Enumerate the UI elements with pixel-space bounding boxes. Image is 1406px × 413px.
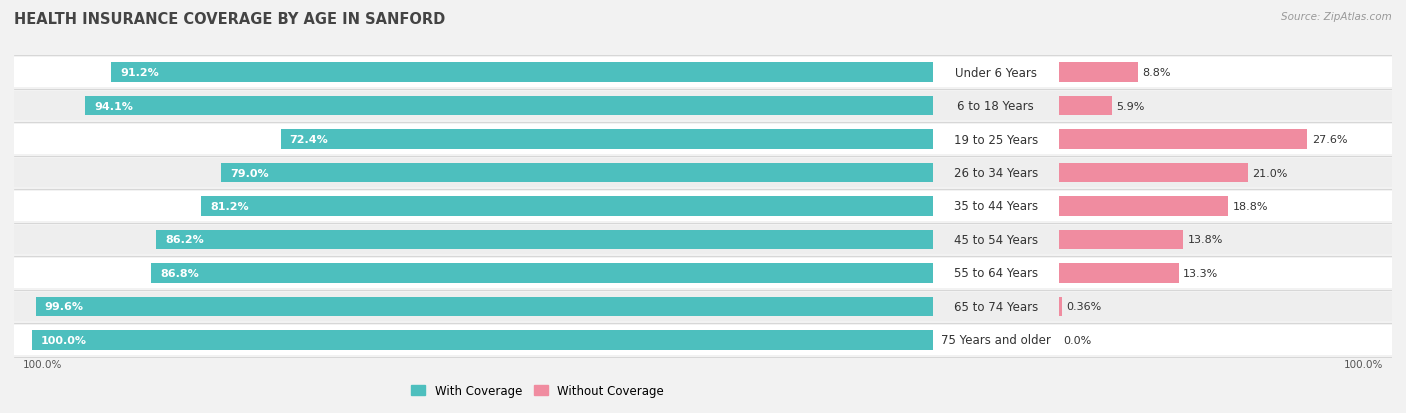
- Bar: [14, 192, 1392, 221]
- Text: 45 to 54 Years: 45 to 54 Years: [953, 233, 1038, 247]
- Bar: [221, 164, 932, 183]
- Bar: [111, 63, 932, 83]
- Bar: [14, 325, 1392, 355]
- Legend: With Coverage, Without Coverage: With Coverage, Without Coverage: [406, 379, 669, 401]
- Bar: [1059, 164, 1249, 183]
- Bar: [1059, 263, 1178, 283]
- Bar: [14, 125, 1392, 154]
- Text: 86.8%: 86.8%: [160, 268, 198, 278]
- Text: 99.6%: 99.6%: [45, 301, 84, 312]
- Text: Under 6 Years: Under 6 Years: [955, 66, 1036, 79]
- Text: 94.1%: 94.1%: [94, 101, 134, 112]
- Bar: [281, 130, 932, 150]
- Bar: [1059, 197, 1227, 216]
- Bar: [14, 225, 1392, 254]
- Bar: [201, 197, 932, 216]
- Bar: [86, 97, 932, 116]
- Text: 5.9%: 5.9%: [1116, 101, 1144, 112]
- Text: 72.4%: 72.4%: [290, 135, 329, 145]
- Text: 65 to 74 Years: 65 to 74 Years: [953, 300, 1038, 313]
- Text: 75 Years and older: 75 Years and older: [941, 334, 1050, 347]
- Text: 26 to 34 Years: 26 to 34 Years: [953, 166, 1038, 180]
- Text: 100.0%: 100.0%: [22, 359, 62, 369]
- Bar: [14, 92, 1392, 121]
- Bar: [14, 58, 1392, 88]
- Text: HEALTH INSURANCE COVERAGE BY AGE IN SANFORD: HEALTH INSURANCE COVERAGE BY AGE IN SANF…: [14, 12, 446, 27]
- Text: 0.36%: 0.36%: [1067, 301, 1102, 312]
- Text: 0.0%: 0.0%: [1063, 335, 1091, 345]
- Bar: [150, 263, 932, 283]
- Text: 21.0%: 21.0%: [1253, 168, 1288, 178]
- Text: 55 to 64 Years: 55 to 64 Years: [953, 267, 1038, 280]
- Text: 6 to 18 Years: 6 to 18 Years: [957, 100, 1033, 113]
- Text: 13.3%: 13.3%: [1182, 268, 1218, 278]
- Text: Source: ZipAtlas.com: Source: ZipAtlas.com: [1281, 12, 1392, 22]
- Text: 19 to 25 Years: 19 to 25 Years: [953, 133, 1038, 146]
- Bar: [156, 230, 932, 249]
- Bar: [1059, 297, 1062, 316]
- Text: 27.6%: 27.6%: [1312, 135, 1347, 145]
- Bar: [35, 297, 932, 316]
- Text: 100.0%: 100.0%: [41, 335, 87, 345]
- Bar: [14, 292, 1392, 321]
- Text: 35 to 44 Years: 35 to 44 Years: [953, 200, 1038, 213]
- Text: 13.8%: 13.8%: [1188, 235, 1223, 245]
- Text: 18.8%: 18.8%: [1233, 202, 1268, 211]
- Bar: [32, 330, 932, 350]
- Text: 79.0%: 79.0%: [231, 168, 269, 178]
- Text: 86.2%: 86.2%: [166, 235, 204, 245]
- Bar: [1059, 130, 1308, 150]
- Bar: [14, 159, 1392, 188]
- Text: 91.2%: 91.2%: [121, 68, 159, 78]
- Text: 100.0%: 100.0%: [1344, 359, 1384, 369]
- Text: 81.2%: 81.2%: [211, 202, 249, 211]
- Bar: [1059, 63, 1137, 83]
- Bar: [14, 259, 1392, 288]
- Bar: [1059, 230, 1182, 249]
- Text: 8.8%: 8.8%: [1143, 68, 1171, 78]
- Bar: [1059, 97, 1112, 116]
